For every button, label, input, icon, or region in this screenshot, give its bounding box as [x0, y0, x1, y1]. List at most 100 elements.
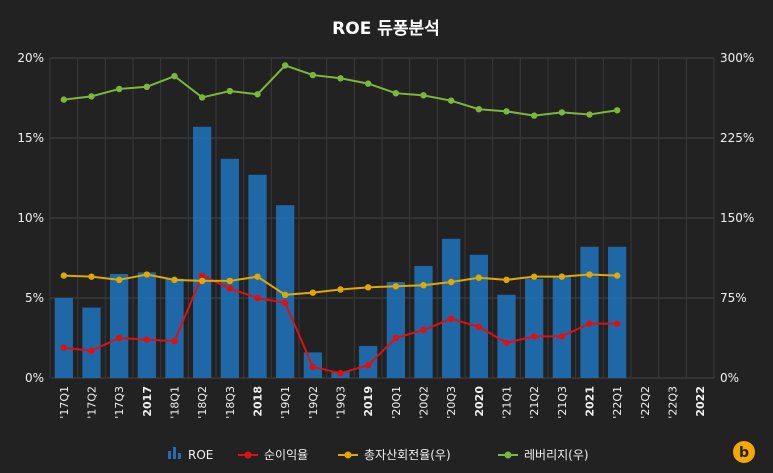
left-tick-label: 10% [17, 211, 44, 225]
series-point [115, 334, 123, 342]
series-point [530, 273, 538, 280]
roe-bar [580, 246, 599, 378]
series-point [364, 362, 372, 369]
series-point [475, 106, 483, 113]
series-point [254, 91, 261, 98]
series-point [309, 363, 317, 370]
x-tick-label: '21Q1 [501, 386, 514, 419]
series-point [309, 71, 317, 79]
series-point [530, 112, 538, 119]
x-tick-label: 2017 [141, 386, 154, 417]
series-point [364, 80, 372, 87]
series-point [281, 62, 289, 69]
roe-bars [54, 126, 627, 378]
roe-bar [552, 277, 571, 378]
x-tick-label: '19Q2 [307, 386, 320, 419]
series-point [503, 276, 510, 284]
chart-title: ROE 듀퐁분석 [332, 19, 440, 39]
series-point [143, 271, 151, 278]
roe-bar [54, 298, 73, 378]
x-tick-label: 2022 [694, 386, 707, 417]
left-tick-label: 0% [25, 371, 44, 385]
roe-bar [137, 272, 156, 378]
series-point [586, 111, 593, 118]
x-tick-label: '17Q3 [113, 386, 126, 419]
roe-bar [220, 158, 239, 378]
roe-bar [469, 254, 488, 378]
legend-swatch [504, 451, 512, 459]
series-point [115, 276, 123, 284]
series-point [558, 109, 566, 116]
series-point [254, 294, 261, 302]
series-point [530, 333, 538, 340]
right-tick-label: 225% [720, 131, 754, 145]
series-point [143, 83, 151, 91]
x-tick-label: 2019 [362, 386, 375, 417]
x-tick-label: '19Q1 [279, 386, 292, 419]
series-point [115, 85, 123, 93]
right-tick-label: 150% [720, 211, 754, 225]
left-tick-label: 20% [17, 51, 44, 65]
right-axis: 0% 75% 150% 225% 300% [720, 51, 754, 385]
series-point [392, 283, 400, 290]
series-point [337, 286, 344, 293]
series-point [198, 277, 206, 285]
left-tick-label: 15% [17, 131, 44, 145]
x-tick-label: '17Q1 [58, 386, 71, 419]
x-tick-label: '20Q2 [418, 386, 431, 419]
roe-bar [165, 278, 184, 378]
series-point [309, 289, 317, 296]
legend: ROE 순이익율 총자산회전율(우) 레버리지(우) [168, 447, 589, 462]
series-point [558, 333, 566, 340]
x-tick-label: 2020 [473, 386, 486, 417]
legend-swatch [244, 451, 252, 459]
series-point [586, 271, 593, 278]
series-point [447, 97, 455, 104]
roe-bar [608, 246, 627, 378]
x-tick-label: '20Q1 [390, 386, 403, 419]
roe-bar [386, 282, 405, 378]
x-tick-label: '22Q3 [667, 386, 680, 419]
roe-bar [442, 238, 461, 378]
legend-swatch [344, 451, 352, 459]
x-tick-label: '20Q3 [445, 386, 458, 419]
x-tick-label: '22Q2 [639, 386, 652, 419]
gridlines [49, 57, 715, 379]
series-point [586, 320, 593, 327]
series-point [475, 274, 483, 281]
roe-bar [497, 294, 516, 378]
series-point [143, 336, 151, 343]
x-tick-label: '18Q2 [196, 386, 209, 419]
series-point [503, 108, 510, 115]
x-tick-label: '21Q2 [528, 386, 541, 419]
x-tick-label: '17Q2 [86, 386, 99, 419]
series-point [613, 272, 621, 279]
series-point [171, 72, 178, 80]
series-point [88, 93, 95, 100]
right-tick-label: 75% [720, 291, 747, 305]
b-logo-icon: b [733, 441, 755, 463]
series-point [60, 272, 68, 279]
legend-swatch [168, 451, 171, 459]
x-tick-label: 2018 [252, 386, 265, 417]
right-tick-label: 0% [720, 371, 739, 385]
series-point [337, 75, 344, 82]
series-point [226, 277, 234, 285]
x-tick-label: 2021 [584, 386, 597, 417]
roe-bar [82, 307, 101, 378]
series-point [447, 315, 455, 322]
series-point [420, 92, 427, 99]
roe-bar [414, 266, 433, 378]
legend-swatch [178, 453, 181, 459]
series-point [613, 320, 621, 327]
line-series [60, 62, 621, 377]
series-point [60, 344, 68, 351]
legend-label: ROE [188, 448, 213, 462]
series-point [281, 299, 289, 306]
series-point [475, 323, 483, 330]
series-point [503, 339, 510, 346]
series-point [420, 326, 427, 334]
series-point [420, 282, 427, 289]
